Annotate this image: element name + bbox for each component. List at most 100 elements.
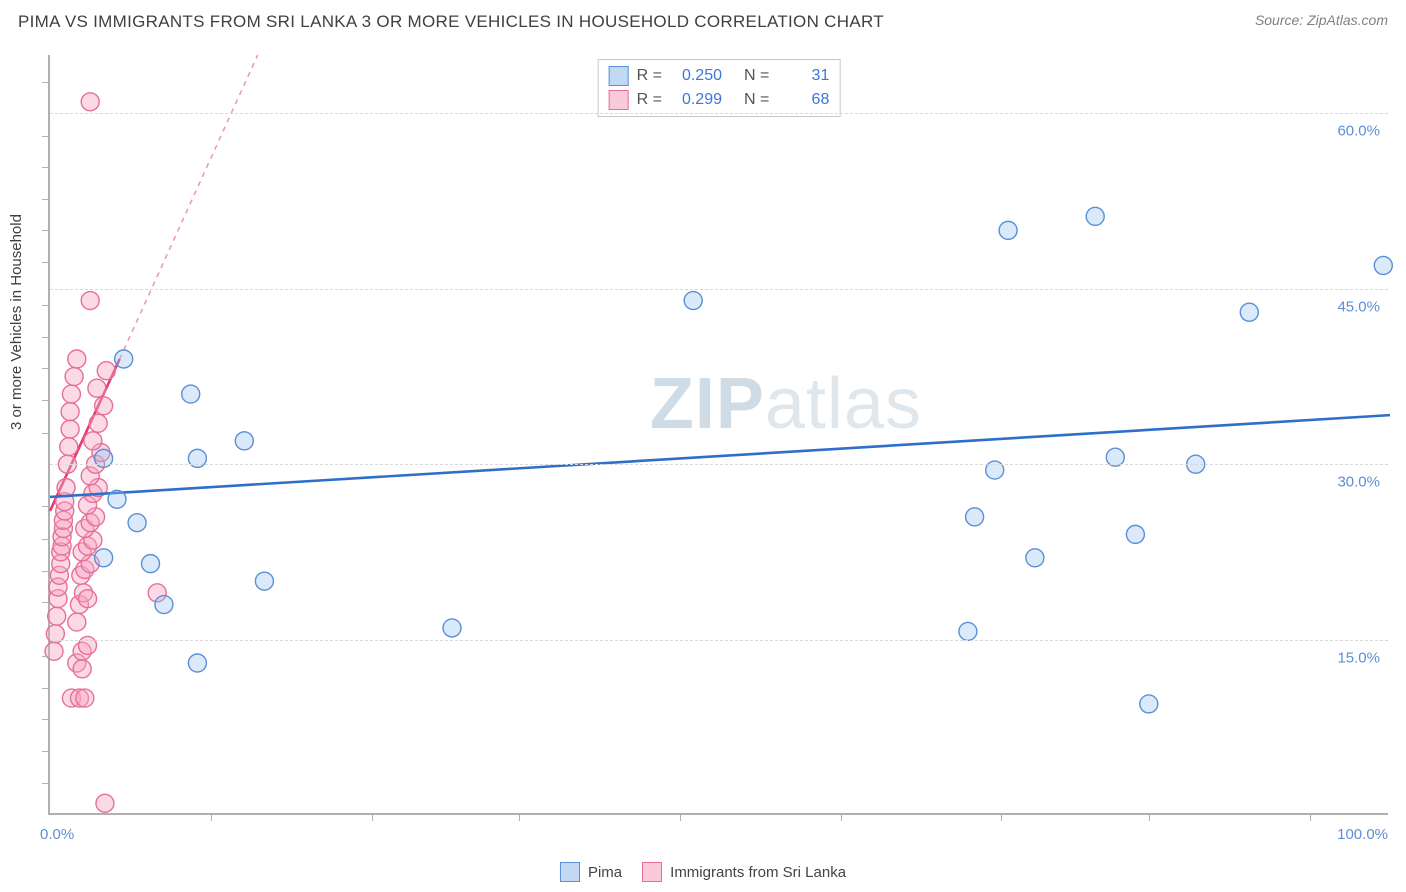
data-point-pima [1086,207,1104,225]
data-point-pima [182,385,200,403]
y-tick-mark [42,783,50,784]
data-point-pima [155,596,173,614]
trend-line-dash-sri_lanka [120,55,258,359]
data-point-sri_lanka [61,420,79,438]
y-tick-mark [42,571,50,572]
n-value-pima: 31 [777,67,829,85]
data-point-sri_lanka [68,613,86,631]
gridline-h [50,464,1388,465]
gridline-h [50,113,1388,114]
x-axis-min-label: 0.0% [40,826,74,843]
data-point-pima [999,221,1017,239]
x-tick-mark [680,813,681,821]
legend-label-srilanka: Immigrants from Sri Lanka [670,864,846,881]
y-tick-mark [42,656,50,657]
gridline-h [50,289,1388,290]
data-point-sri_lanka [76,689,94,707]
x-tick-mark [841,813,842,821]
y-tick-mark [42,262,50,263]
y-tick-mark [42,719,50,720]
scatter-plot-svg [50,55,1388,813]
data-point-pima [115,350,133,368]
legend-label-pima: Pima [588,864,622,881]
y-tick-mark [42,433,50,434]
x-tick-mark [211,813,212,821]
chart-title: PIMA VS IMMIGRANTS FROM SRI LANKA 3 OR M… [18,12,884,32]
legend-row-pima: R = 0.250 N = 31 [609,64,830,88]
r-value-srilanka: 0.299 [670,91,722,109]
data-point-pima [108,490,126,508]
x-tick-mark [1001,813,1002,821]
chart-plot-area: ZIPatlas R = 0.250 N = 31 R = 0.299 N = … [48,55,1388,815]
data-point-pima [188,654,206,672]
series-legend: Pima Immigrants from Sri Lanka [560,862,846,882]
data-point-pima [255,572,273,590]
y-tick-mark [42,400,50,401]
y-tick-label: 60.0% [1337,123,1380,140]
y-tick-label: 15.0% [1337,649,1380,666]
data-point-sri_lanka [89,414,107,432]
legend-item-srilanka: Immigrants from Sri Lanka [642,862,846,882]
data-point-sri_lanka [81,292,99,310]
data-point-sri_lanka [48,607,66,625]
r-value-pima: 0.250 [670,67,722,85]
data-point-sri_lanka [57,479,75,497]
y-tick-mark [42,688,50,689]
data-point-pima [95,549,113,567]
data-point-sri_lanka [96,794,114,812]
data-point-sri_lanka [88,379,106,397]
data-point-pima [443,619,461,637]
data-point-pima [1026,549,1044,567]
trend-line-pima [50,415,1390,497]
x-tick-mark [372,813,373,821]
data-point-sri_lanka [68,350,86,368]
data-point-pima [235,432,253,450]
data-point-pima [1140,695,1158,713]
data-point-pima [142,555,160,573]
data-point-sri_lanka [61,403,79,421]
correlation-legend: R = 0.250 N = 31 R = 0.299 N = 68 [598,59,841,117]
swatch-srilanka-icon [642,862,662,882]
data-point-sri_lanka [62,385,80,403]
gridline-h [50,640,1388,641]
swatch-pima-icon [560,862,580,882]
data-point-sri_lanka [95,397,113,415]
data-point-pima [966,508,984,526]
y-tick-mark [42,167,50,168]
y-tick-mark [42,751,50,752]
y-tick-mark [42,136,50,137]
r-label: R = [637,91,662,109]
y-axis-title: 3 or more Vehicles in Household [8,214,25,430]
data-point-pima [959,622,977,640]
data-point-sri_lanka [73,660,91,678]
legend-item-pima: Pima [560,862,622,882]
data-point-sri_lanka [84,432,102,450]
data-point-sri_lanka [97,362,115,380]
data-point-pima [1240,303,1258,321]
x-tick-mark [1149,813,1150,821]
swatch-pima-icon [609,66,629,86]
data-point-sri_lanka [79,590,97,608]
data-point-pima [128,514,146,532]
y-tick-mark [42,337,50,338]
y-tick-mark [42,368,50,369]
y-tick-mark [42,539,50,540]
x-axis-max-label: 100.0% [1337,826,1388,843]
data-point-pima [1374,256,1392,274]
y-tick-mark [42,230,50,231]
legend-row-srilanka: R = 0.299 N = 68 [609,88,830,112]
r-label: R = [637,67,662,85]
data-point-sri_lanka [81,93,99,111]
y-tick-mark [42,506,50,507]
swatch-srilanka-icon [609,90,629,110]
y-tick-mark [42,602,50,603]
data-point-sri_lanka [65,368,83,386]
data-point-sri_lanka [60,438,78,456]
y-tick-label: 30.0% [1337,474,1380,491]
data-point-pima [1126,525,1144,543]
x-tick-mark [1310,813,1311,821]
y-tick-mark [42,199,50,200]
source-attribution: Source: ZipAtlas.com [1255,12,1388,28]
n-label: N = [744,67,769,85]
n-label: N = [744,91,769,109]
